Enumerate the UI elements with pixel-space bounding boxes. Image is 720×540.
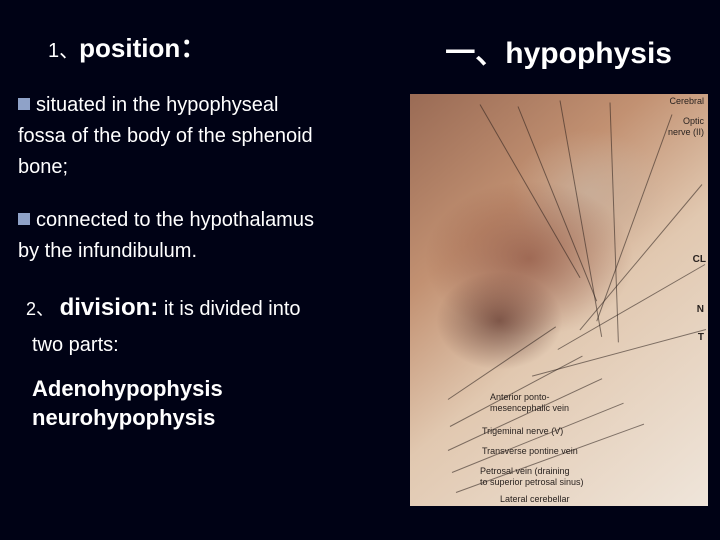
img-label-trigeminal: Trigeminal nerve (V): [482, 426, 563, 436]
img-label-petrosal2: to superior petrosal sinus): [480, 477, 584, 487]
img-label-transverse: Transverse pontine vein: [482, 446, 578, 456]
img-label-t: T: [698, 332, 704, 343]
img-label-cerebral: Cerebral: [669, 96, 704, 106]
position-number: 1、: [48, 40, 79, 62]
img-label-anterior2: mesencephalic vein: [490, 403, 569, 413]
slide-title: 一、hypophysis: [445, 28, 702, 72]
anatomy-image: Cerebral Optic nerve (II) CL N T Anterio…: [410, 94, 708, 506]
square-bullet-icon: [18, 213, 30, 225]
slide-root: 1、position： 一、hypophysis situated in the…: [0, 0, 720, 540]
square-bullet-icon: [18, 98, 30, 110]
img-label-cl: CL: [693, 254, 706, 265]
img-label-nerve2: nerve (II): [668, 127, 704, 137]
body-text-column: situated in the hypophyseal fossa of the…: [18, 90, 388, 432]
position-heading: 1、position：: [18, 28, 206, 65]
bullet2-line2: by the infundibulum.: [18, 240, 197, 262]
part-adeno: Adenohypophysis: [32, 375, 388, 404]
img-label-anterior1: Anterior ponto-: [490, 392, 550, 402]
img-label-n: N: [697, 304, 704, 315]
division-parts: Adenohypophysis neurohypophysis: [18, 375, 388, 432]
title-text: hypophysis: [505, 37, 672, 70]
part-neuro: neurohypophysis: [32, 404, 388, 433]
img-label-lateral: Lateral cerebellar: [500, 494, 570, 504]
division-intro2: two parts:: [18, 330, 388, 361]
top-row: 1、position： 一、hypophysis: [18, 28, 702, 72]
position-label: position：: [79, 33, 206, 63]
division-number: 2、: [18, 299, 54, 319]
bullet1-line1: situated in the hypophyseal: [36, 94, 278, 116]
bullet-2: connected to the hypothalamus by the inf…: [18, 205, 388, 267]
bullet2-line1: connected to the hypothalamus: [36, 209, 314, 231]
img-label-optic: Optic: [683, 116, 704, 126]
title-prefix: 一、: [445, 37, 505, 70]
division-intro: it is divided into: [164, 298, 301, 320]
bullet1-line2: fossa of the body of the sphenoid: [18, 125, 313, 147]
img-label-petrosal1: Petrosal vein (draining: [480, 466, 570, 476]
bullet-1: situated in the hypophyseal fossa of the…: [18, 90, 388, 183]
division-heading: 2、 division: it is divided into: [18, 289, 388, 326]
anatomy-shading: [410, 94, 708, 506]
division-label: division:: [60, 294, 159, 321]
bullet1-line3: bone;: [18, 156, 68, 178]
